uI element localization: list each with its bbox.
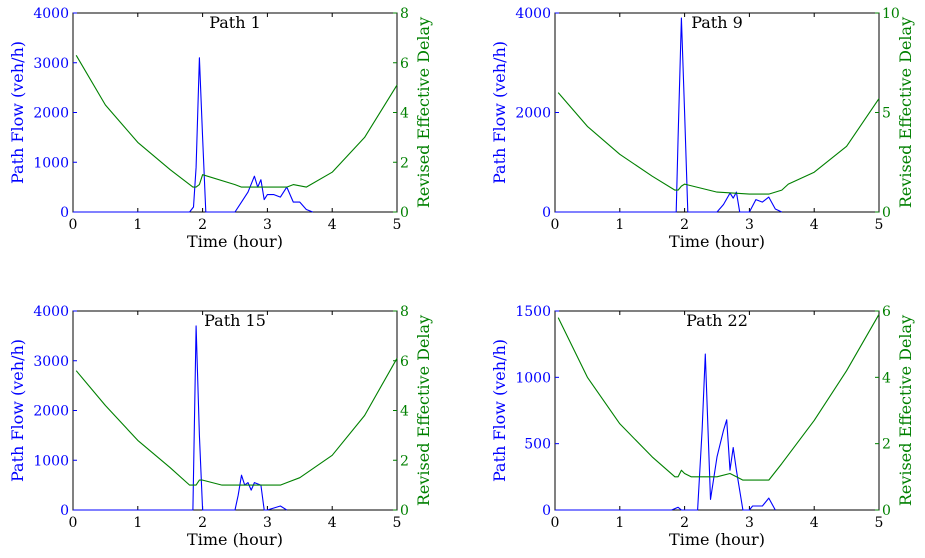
y-axis-label-right: Revised Effective Delay xyxy=(896,315,915,506)
y-tick-label-left: 4000 xyxy=(33,304,69,320)
y-tick-label-right: 8 xyxy=(400,304,409,320)
y-tick-label-left: 2000 xyxy=(33,404,69,420)
chart-title: Path 22 xyxy=(686,311,748,330)
x-tick-label: 0 xyxy=(551,217,560,233)
y-tick-label-right: 2 xyxy=(400,453,409,469)
y-axis-label-right: Revised Effective Delay xyxy=(414,17,433,208)
chart-title: Path 15 xyxy=(204,311,266,330)
y-tick-label-left: 2000 xyxy=(33,106,69,122)
x-axis-label: Time (hour) xyxy=(669,232,765,251)
x-tick-label: 1 xyxy=(133,217,142,233)
y-tick-label-right: 2 xyxy=(882,437,891,453)
y-tick-label-left: 1000 xyxy=(33,155,69,171)
y-tick-label-left: 0 xyxy=(542,503,551,519)
x-tick-label: 0 xyxy=(69,217,78,233)
y-tick-label-left: 0 xyxy=(60,503,69,519)
y-tick-label-right: 10 xyxy=(882,6,900,22)
y-tick-label-left: 500 xyxy=(524,437,551,453)
y-tick-label-right: 2 xyxy=(400,155,409,171)
y-tick-label-left: 3000 xyxy=(33,354,69,370)
plot-frame xyxy=(554,310,880,511)
x-tick-label: 1 xyxy=(133,515,142,531)
x-tick-label: 5 xyxy=(393,515,402,531)
y-tick-label-right: 4 xyxy=(400,404,409,420)
y-axis-label-left: Path Flow (veh/h) xyxy=(8,41,27,184)
delay-series-line xyxy=(75,358,398,486)
y-axis-label-left: Path Flow (veh/h) xyxy=(8,339,27,482)
x-tick-label: 4 xyxy=(810,217,819,233)
y-axis-label-right: Revised Effective Delay xyxy=(414,315,433,506)
delay-series-line xyxy=(557,314,880,481)
flow-series-line xyxy=(555,353,776,511)
x-tick-label: 2 xyxy=(680,515,689,531)
y-tick-label-left: 1500 xyxy=(515,304,551,320)
y-tick-label-right: 4 xyxy=(882,370,891,386)
y-tick-label-left: 4000 xyxy=(33,6,69,22)
x-tick-label: 1 xyxy=(615,515,624,531)
x-tick-label: 1 xyxy=(615,217,624,233)
x-tick-label: 2 xyxy=(198,515,207,531)
x-axis-label: Time (hour) xyxy=(187,232,283,251)
x-axis-label: Time (hour) xyxy=(669,530,765,549)
x-tick-label: 3 xyxy=(263,217,272,233)
y-tick-label-right: 6 xyxy=(400,354,409,370)
y-tick-label-right: 0 xyxy=(882,205,891,221)
y-tick-label-right: 4 xyxy=(400,106,409,122)
delay-series-line xyxy=(75,55,398,188)
plot-frame xyxy=(554,12,880,213)
x-tick-label: 2 xyxy=(680,217,689,233)
x-tick-label: 5 xyxy=(393,217,402,233)
y-tick-label-right: 6 xyxy=(400,56,409,72)
y-tick-label-right: 0 xyxy=(400,503,409,519)
y-tick-label-right: 5 xyxy=(882,106,891,122)
chart-title: Path 1 xyxy=(209,13,261,32)
plot-frame xyxy=(72,310,398,511)
flow-series-line xyxy=(555,17,783,213)
delay-series-line xyxy=(557,92,880,195)
x-tick-label: 0 xyxy=(551,515,560,531)
y-tick-label-right: 6 xyxy=(882,304,891,320)
x-tick-label: 2 xyxy=(198,217,207,233)
y-axis-label-left: Path Flow (veh/h) xyxy=(490,41,509,184)
x-tick-label: 3 xyxy=(745,515,754,531)
y-tick-label-right: 8 xyxy=(400,6,409,22)
x-axis-label: Time (hour) xyxy=(187,530,283,549)
flow-series-line xyxy=(73,57,313,213)
x-tick-label: 4 xyxy=(810,515,819,531)
y-tick-label-left: 3000 xyxy=(33,56,69,72)
y-tick-label-left: 2000 xyxy=(515,106,551,122)
y-axis-label-left: Path Flow (veh/h) xyxy=(490,339,509,482)
y-tick-label-right: 0 xyxy=(882,503,891,519)
x-tick-label: 5 xyxy=(875,217,884,233)
y-tick-label-left: 1000 xyxy=(515,370,551,386)
x-tick-label: 4 xyxy=(328,515,337,531)
x-tick-label: 0 xyxy=(69,515,78,531)
y-tick-label-right: 0 xyxy=(400,205,409,221)
y-tick-label-left: 4000 xyxy=(515,6,551,22)
y-axis-label-right: Revised Effective Delay xyxy=(896,17,915,208)
x-tick-label: 3 xyxy=(263,515,272,531)
chart-title: Path 9 xyxy=(691,13,743,32)
y-tick-label-left: 0 xyxy=(60,205,69,221)
x-tick-label: 3 xyxy=(745,217,754,233)
x-tick-label: 4 xyxy=(328,217,337,233)
y-tick-label-left: 0 xyxy=(542,205,551,221)
plot-frame xyxy=(72,12,398,213)
flow-series-line xyxy=(73,325,288,511)
x-tick-label: 5 xyxy=(875,515,884,531)
y-tick-label-left: 1000 xyxy=(33,453,69,469)
